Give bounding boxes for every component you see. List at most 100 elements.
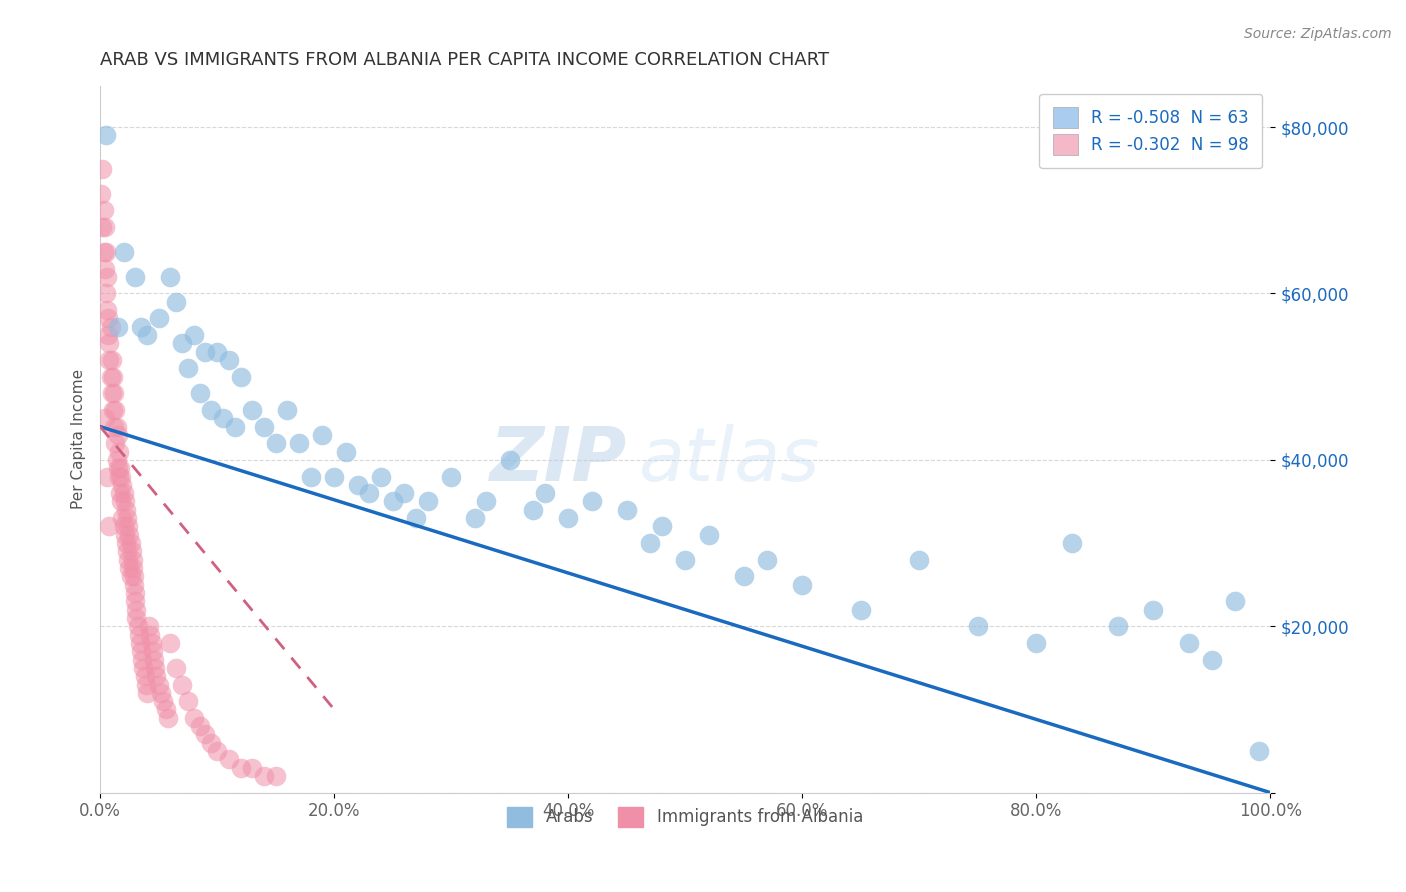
Point bbox=[111, 478, 134, 492]
Point bbox=[165, 294, 187, 309]
Point bbox=[97, 311, 120, 326]
Point bbox=[288, 436, 311, 450]
Point bbox=[229, 369, 252, 384]
Point bbox=[416, 494, 439, 508]
Point bbox=[138, 619, 160, 633]
Point bbox=[105, 419, 128, 434]
Point bbox=[104, 403, 127, 417]
Point bbox=[129, 636, 152, 650]
Y-axis label: Per Capita Income: Per Capita Income bbox=[72, 369, 86, 509]
Point bbox=[108, 486, 131, 500]
Point bbox=[534, 486, 557, 500]
Point bbox=[155, 702, 177, 716]
Point bbox=[136, 328, 159, 343]
Text: ARAB VS IMMIGRANTS FROM ALBANIA PER CAPITA INCOME CORRELATION CHART: ARAB VS IMMIGRANTS FROM ALBANIA PER CAPI… bbox=[100, 51, 830, 69]
Point bbox=[136, 686, 159, 700]
Point bbox=[651, 519, 673, 533]
Point bbox=[125, 602, 148, 616]
Point bbox=[253, 419, 276, 434]
Point bbox=[122, 561, 145, 575]
Point bbox=[129, 644, 152, 658]
Point bbox=[124, 594, 146, 608]
Point bbox=[148, 677, 170, 691]
Point bbox=[101, 369, 124, 384]
Point bbox=[141, 636, 163, 650]
Point bbox=[756, 552, 779, 566]
Point bbox=[276, 403, 298, 417]
Point bbox=[522, 503, 544, 517]
Point bbox=[115, 544, 138, 558]
Point bbox=[335, 444, 357, 458]
Point bbox=[107, 319, 129, 334]
Point bbox=[125, 611, 148, 625]
Point bbox=[1177, 636, 1199, 650]
Point bbox=[638, 536, 661, 550]
Point bbox=[188, 386, 211, 401]
Point bbox=[323, 469, 346, 483]
Point bbox=[177, 694, 200, 708]
Point bbox=[1107, 619, 1129, 633]
Point bbox=[91, 219, 114, 234]
Point bbox=[103, 386, 125, 401]
Point bbox=[177, 361, 200, 376]
Point bbox=[120, 536, 142, 550]
Point bbox=[557, 511, 579, 525]
Point bbox=[127, 619, 149, 633]
Point bbox=[93, 203, 115, 218]
Point bbox=[101, 403, 124, 417]
Text: ZIP: ZIP bbox=[489, 424, 627, 497]
Point bbox=[94, 244, 117, 259]
Point bbox=[264, 769, 287, 783]
Point bbox=[394, 486, 416, 500]
Point bbox=[96, 469, 118, 483]
Point bbox=[97, 328, 120, 343]
Point bbox=[1225, 594, 1247, 608]
Point bbox=[405, 511, 427, 525]
Point bbox=[120, 569, 142, 583]
Point bbox=[475, 494, 498, 508]
Point bbox=[94, 128, 117, 143]
Point bbox=[697, 528, 720, 542]
Point bbox=[908, 552, 931, 566]
Point bbox=[212, 411, 235, 425]
Point bbox=[129, 319, 152, 334]
Point bbox=[253, 769, 276, 783]
Point bbox=[118, 528, 141, 542]
Point bbox=[122, 552, 145, 566]
Point bbox=[121, 544, 143, 558]
Point bbox=[229, 761, 252, 775]
Point bbox=[115, 511, 138, 525]
Point bbox=[849, 602, 872, 616]
Point bbox=[111, 511, 134, 525]
Point bbox=[103, 419, 125, 434]
Point bbox=[183, 328, 205, 343]
Point bbox=[118, 561, 141, 575]
Point bbox=[616, 503, 638, 517]
Point bbox=[96, 303, 118, 318]
Point bbox=[170, 336, 193, 351]
Point bbox=[108, 444, 131, 458]
Point bbox=[224, 419, 246, 434]
Point bbox=[115, 536, 138, 550]
Point bbox=[107, 428, 129, 442]
Point bbox=[114, 494, 136, 508]
Point bbox=[98, 353, 121, 368]
Point bbox=[108, 461, 131, 475]
Point bbox=[440, 469, 463, 483]
Point bbox=[194, 727, 217, 741]
Point bbox=[581, 494, 603, 508]
Point bbox=[152, 694, 174, 708]
Point bbox=[134, 669, 156, 683]
Point bbox=[1247, 744, 1270, 758]
Point bbox=[188, 719, 211, 733]
Point bbox=[194, 344, 217, 359]
Point bbox=[101, 386, 124, 401]
Point bbox=[240, 403, 263, 417]
Point bbox=[100, 369, 122, 384]
Point bbox=[1201, 652, 1223, 666]
Point bbox=[108, 469, 131, 483]
Point bbox=[733, 569, 755, 583]
Point bbox=[135, 677, 157, 691]
Point bbox=[100, 319, 122, 334]
Point bbox=[124, 269, 146, 284]
